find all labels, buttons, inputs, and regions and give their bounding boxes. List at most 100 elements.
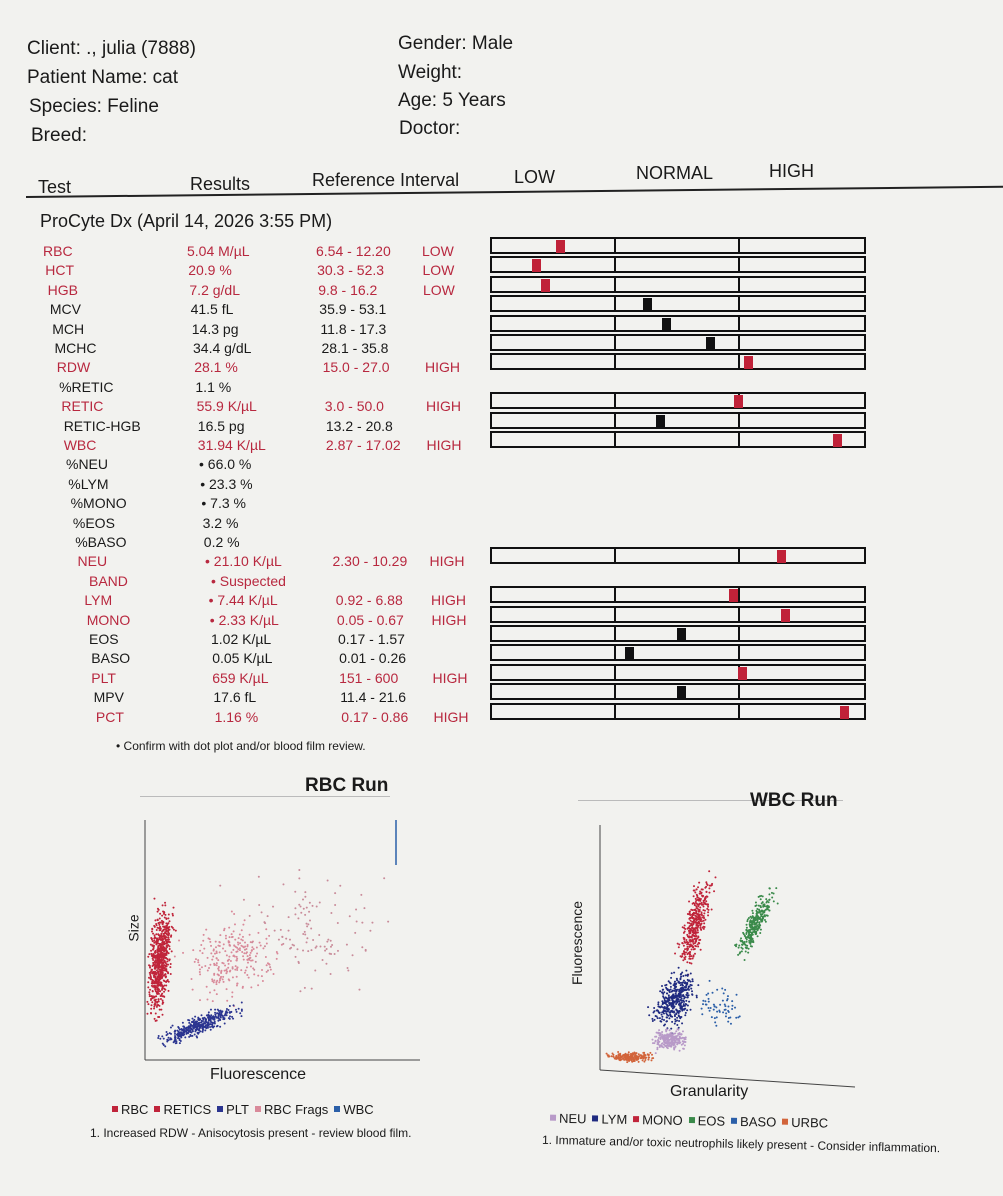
lym-dot	[691, 993, 694, 996]
lym-dot	[669, 1002, 672, 1005]
rbc-dot	[153, 925, 156, 928]
lym-dot	[666, 1016, 669, 1019]
rbc-dot	[158, 917, 161, 920]
lym-dot	[675, 990, 678, 993]
mono-dot	[693, 904, 696, 907]
plt-dot	[227, 1017, 230, 1020]
legend-label: RETICS	[163, 1102, 212, 1117]
rbc-dot	[157, 1000, 160, 1003]
rbc-dot	[164, 931, 167, 934]
plt-dot	[200, 1021, 203, 1024]
bar-divider	[614, 355, 617, 369]
neu-dot	[681, 1030, 684, 1033]
scatter-dot	[260, 911, 263, 914]
scatter-dot	[306, 925, 309, 928]
rbc-dot	[160, 1008, 163, 1011]
eos-dot	[751, 925, 754, 928]
rbc-frag-dot	[246, 945, 249, 948]
mono-dot	[708, 870, 711, 873]
neu-dot	[661, 1033, 664, 1036]
rbc-frag-dot	[246, 958, 249, 961]
rbc-dot	[165, 917, 168, 920]
plt-dot	[211, 1025, 214, 1028]
rbc-dot	[149, 966, 152, 969]
range-bar	[490, 334, 866, 351]
scatter-dot	[329, 972, 332, 975]
lym-dot	[695, 996, 698, 999]
rbc-dot	[163, 980, 166, 983]
result-marker	[540, 278, 550, 292]
test-name: %BASO	[75, 534, 127, 550]
neu-dot	[682, 1036, 685, 1039]
eos-dot	[745, 926, 748, 929]
plt-dot	[187, 1027, 190, 1030]
mono-dot	[701, 903, 704, 906]
rbc-dot	[167, 917, 170, 920]
eos-dot	[749, 938, 752, 941]
rbc-frag-dot	[265, 970, 268, 973]
eos-dot	[741, 943, 744, 946]
mono-dot	[690, 922, 693, 925]
baso-dot	[731, 1000, 734, 1003]
rbc-dot	[161, 1002, 164, 1005]
plt-dot	[198, 1029, 201, 1032]
eos-dot	[758, 918, 761, 921]
range-bar	[490, 275, 866, 293]
baso-dot	[727, 1009, 730, 1012]
mono-dot	[695, 926, 698, 929]
rbc-frag-dot	[236, 950, 239, 953]
plt-dot	[159, 1037, 162, 1040]
eos-dot	[745, 923, 748, 926]
urbc-dot	[613, 1057, 616, 1060]
neu-dot	[665, 1030, 668, 1033]
scatter-dot	[282, 883, 285, 886]
baso-dot	[723, 1003, 726, 1006]
scatter-dot	[334, 903, 337, 906]
rbc-frag-dot	[258, 941, 261, 944]
mono-dot	[681, 953, 684, 956]
col-reference: Reference Interval	[312, 170, 460, 190]
mono-dot	[678, 943, 681, 946]
plt-dot	[169, 1037, 172, 1040]
mono-dot	[690, 913, 693, 916]
mono-dot	[699, 920, 702, 923]
rbc-dot	[169, 966, 172, 969]
baso-dot	[712, 1003, 715, 1006]
mono-dot	[702, 927, 705, 930]
lym-dot	[675, 999, 678, 1002]
eos-dot	[758, 921, 761, 924]
rbc-frag-dot	[214, 952, 217, 955]
scatter-dot	[325, 948, 328, 951]
scatter-dot	[277, 938, 280, 941]
result-row: RETIC 55.9 K/µL 3.0 - 50.0 HIGH	[0, 392, 1003, 417]
rbc-frag-dot	[182, 951, 185, 954]
lym-dot	[680, 972, 683, 975]
legend-swatch-icon	[112, 1106, 118, 1112]
lym-dot	[679, 978, 682, 981]
bar-divider	[737, 239, 740, 252]
mono-dot	[692, 942, 695, 945]
mono-dot	[691, 957, 694, 960]
eos-dot	[763, 918, 766, 921]
baso-dot	[713, 1005, 716, 1008]
rbc-frag-dot	[235, 959, 238, 962]
result-row: BAND • Suspected	[0, 573, 1003, 592]
lym-dot	[679, 981, 682, 984]
rbc-frag-dot	[245, 966, 248, 969]
bar-divider	[737, 355, 740, 369]
mono-dot	[700, 914, 703, 917]
rbc-frag-dot	[222, 962, 225, 965]
mono-dot	[698, 881, 701, 884]
rbc-dot	[159, 990, 162, 993]
lym-dot	[675, 995, 678, 998]
mono-dot	[697, 945, 700, 948]
neu-dot	[674, 1036, 677, 1039]
eos-dot	[761, 895, 764, 898]
plt-dot	[173, 1032, 176, 1035]
rbc-dot	[169, 973, 172, 976]
test-name: NEU	[77, 553, 108, 570]
mono-dot	[698, 923, 701, 926]
eos-dot	[749, 921, 752, 924]
neu-dot	[667, 1041, 670, 1044]
scatter-dot	[315, 905, 318, 908]
